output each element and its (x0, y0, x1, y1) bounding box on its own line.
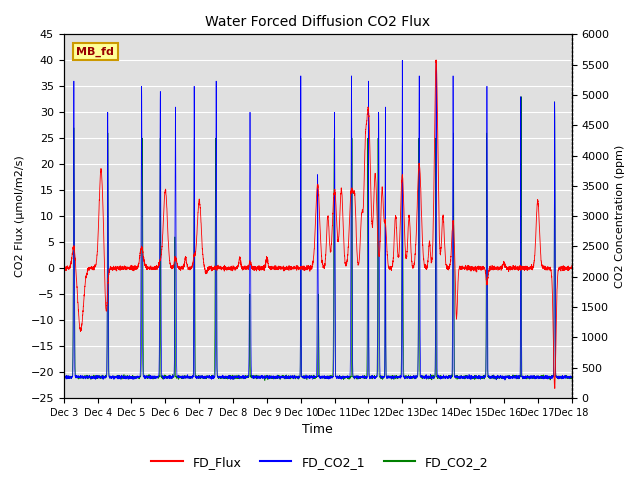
Y-axis label: CO2 Flux (μmol/m2/s): CO2 Flux (μmol/m2/s) (15, 155, 25, 277)
Y-axis label: CO2 Concentration (ppm): CO2 Concentration (ppm) (615, 144, 625, 288)
Legend: FD_Flux, FD_CO2_1, FD_CO2_2: FD_Flux, FD_CO2_1, FD_CO2_2 (147, 451, 493, 474)
Title: Water Forced Diffusion CO2 Flux: Water Forced Diffusion CO2 Flux (205, 15, 430, 29)
Text: MB_fd: MB_fd (76, 47, 115, 57)
X-axis label: Time: Time (302, 423, 333, 436)
